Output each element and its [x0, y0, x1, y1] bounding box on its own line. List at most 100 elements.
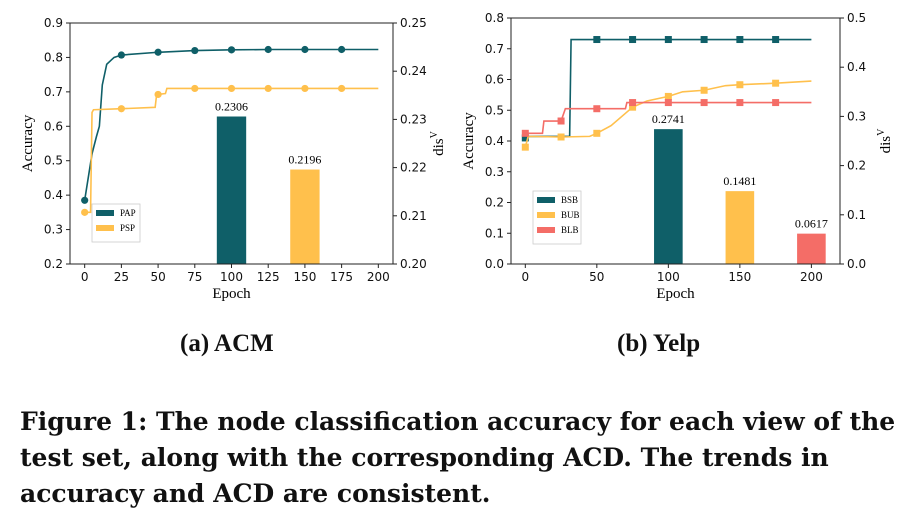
- data-point: [593, 36, 601, 44]
- y-tick-label: 0.4: [485, 134, 504, 148]
- x-tick-label: 125: [257, 270, 280, 284]
- y-axis-label: Accuracy: [20, 114, 36, 172]
- x-tick-label: 100: [220, 270, 243, 284]
- y-tick-label: 0.8: [44, 50, 63, 64]
- legend-swatch-bub: [537, 212, 555, 218]
- bar: [216, 116, 247, 265]
- y2-tick-label: 0.3: [847, 109, 866, 123]
- charts-canvas: 0.2306 0.2196 0 25 50 75 100 125 150 175 200 0.2 0.3…: [20, 11, 894, 302]
- data-point: [264, 45, 272, 54]
- data-point: [338, 45, 346, 54]
- bar-label: 0.2741: [652, 112, 685, 126]
- data-point: [700, 99, 708, 107]
- data-point: [700, 86, 708, 94]
- x-tick-label: 75: [187, 270, 202, 284]
- bar: [654, 129, 683, 264]
- data-point: [154, 90, 162, 99]
- data-point: [593, 129, 601, 137]
- y2-tick-label: 0.22: [400, 161, 427, 175]
- x-tick-label: 50: [150, 270, 165, 284]
- y2-tick-label: 0.20: [400, 257, 427, 271]
- x-tick-label: 175: [330, 270, 353, 284]
- y-tick-label: 0.9: [44, 16, 63, 30]
- data-point: [227, 84, 236, 93]
- subcaption-acm: (a) ACM: [180, 330, 274, 357]
- legend-label-bsb: BSB: [561, 195, 578, 205]
- data-point: [593, 105, 601, 113]
- y2-tick-label: 0.4: [847, 60, 866, 74]
- y-tick-label: 0.2: [44, 257, 63, 271]
- bar: [725, 191, 755, 264]
- data-point: [117, 51, 125, 59]
- x-tick-label: 0: [81, 270, 89, 284]
- series-line-psp: [84, 87, 379, 214]
- x-tick-label: 100: [657, 270, 680, 284]
- data-point: [736, 99, 744, 107]
- x-tick-label: 50: [589, 270, 604, 284]
- series-line-blb: [525, 101, 812, 135]
- data-point: [117, 105, 125, 113]
- bar: [797, 233, 826, 264]
- bar-label: 0.2306: [215, 100, 248, 114]
- subcaption-yelp: (b) Yelp: [617, 330, 701, 357]
- legend-swatch-blb: [537, 227, 555, 233]
- y-tick-label: 0.5: [485, 103, 504, 117]
- legend-swatch-psp: [96, 225, 114, 231]
- legend-label-bub: BUB: [561, 210, 580, 220]
- bar-label: 0.2196: [288, 153, 321, 167]
- legend: PAP PSP: [91, 203, 141, 243]
- data-point: [521, 143, 529, 151]
- y2-tick-label: 0.25: [400, 16, 427, 30]
- data-point: [557, 133, 565, 141]
- y2-tick-label: 0.1: [847, 208, 866, 222]
- y2-tick-label: 0.0: [847, 257, 866, 271]
- bar-label: 0.0617: [795, 217, 828, 231]
- data-point: [629, 103, 637, 111]
- data-point: [191, 84, 199, 93]
- data-point: [521, 129, 529, 137]
- x-tick-label: 200: [800, 270, 823, 284]
- legend: BSB BUB BLB: [532, 190, 582, 245]
- data-point: [521, 134, 529, 142]
- y-tick-label: 0.5: [44, 154, 63, 168]
- bar-label: 0.1481: [723, 174, 756, 188]
- data-point: [81, 196, 89, 204]
- data-point: [191, 46, 199, 55]
- data-point: [557, 117, 565, 125]
- y2-axis-label: disV: [429, 130, 447, 156]
- data-point: [264, 84, 272, 93]
- data-point: [664, 99, 672, 107]
- y2-tick-label: 0.24: [400, 64, 427, 78]
- bar: [290, 169, 320, 264]
- data-point: [301, 45, 309, 54]
- data-point: [664, 92, 672, 100]
- y-tick-label: 0.8: [485, 11, 504, 25]
- y-tick-label: 0.6: [44, 119, 63, 133]
- data-point: [772, 99, 780, 107]
- y-tick-label: 0.3: [44, 223, 63, 237]
- data-point: [301, 84, 309, 93]
- legend-label-pap: PAP: [120, 208, 136, 218]
- data-point: [772, 36, 780, 44]
- data-point: [664, 36, 672, 44]
- figure-caption: Figure 1: The node classification accura…: [20, 407, 896, 508]
- data-point: [772, 79, 780, 87]
- y2-tick-label: 0.2: [847, 159, 866, 173]
- y2-tick-label: 0.23: [400, 112, 427, 126]
- y2-axis-label-superscript: V: [876, 128, 887, 136]
- x-axis-label: Epoch: [212, 286, 251, 302]
- x-tick-label: 150: [728, 270, 751, 284]
- y-tick-label: 0.1: [485, 226, 504, 240]
- y-tick-label: 0.2: [485, 196, 504, 210]
- x-tick-label: 0: [521, 270, 529, 284]
- data-point: [629, 99, 637, 107]
- y2-tick-label: 0.5: [847, 11, 866, 25]
- legend-label-blb: BLB: [561, 225, 579, 235]
- data-point: [154, 48, 162, 56]
- y-tick-label: 0.0: [485, 257, 504, 271]
- y2-axis-label-superscript: V: [429, 130, 440, 138]
- series-line-bub: [524, 80, 812, 148]
- y2-tick-label: 0.21: [400, 209, 427, 223]
- legend-swatch-pap: [96, 210, 114, 216]
- y2-axis-label: disV: [876, 128, 894, 154]
